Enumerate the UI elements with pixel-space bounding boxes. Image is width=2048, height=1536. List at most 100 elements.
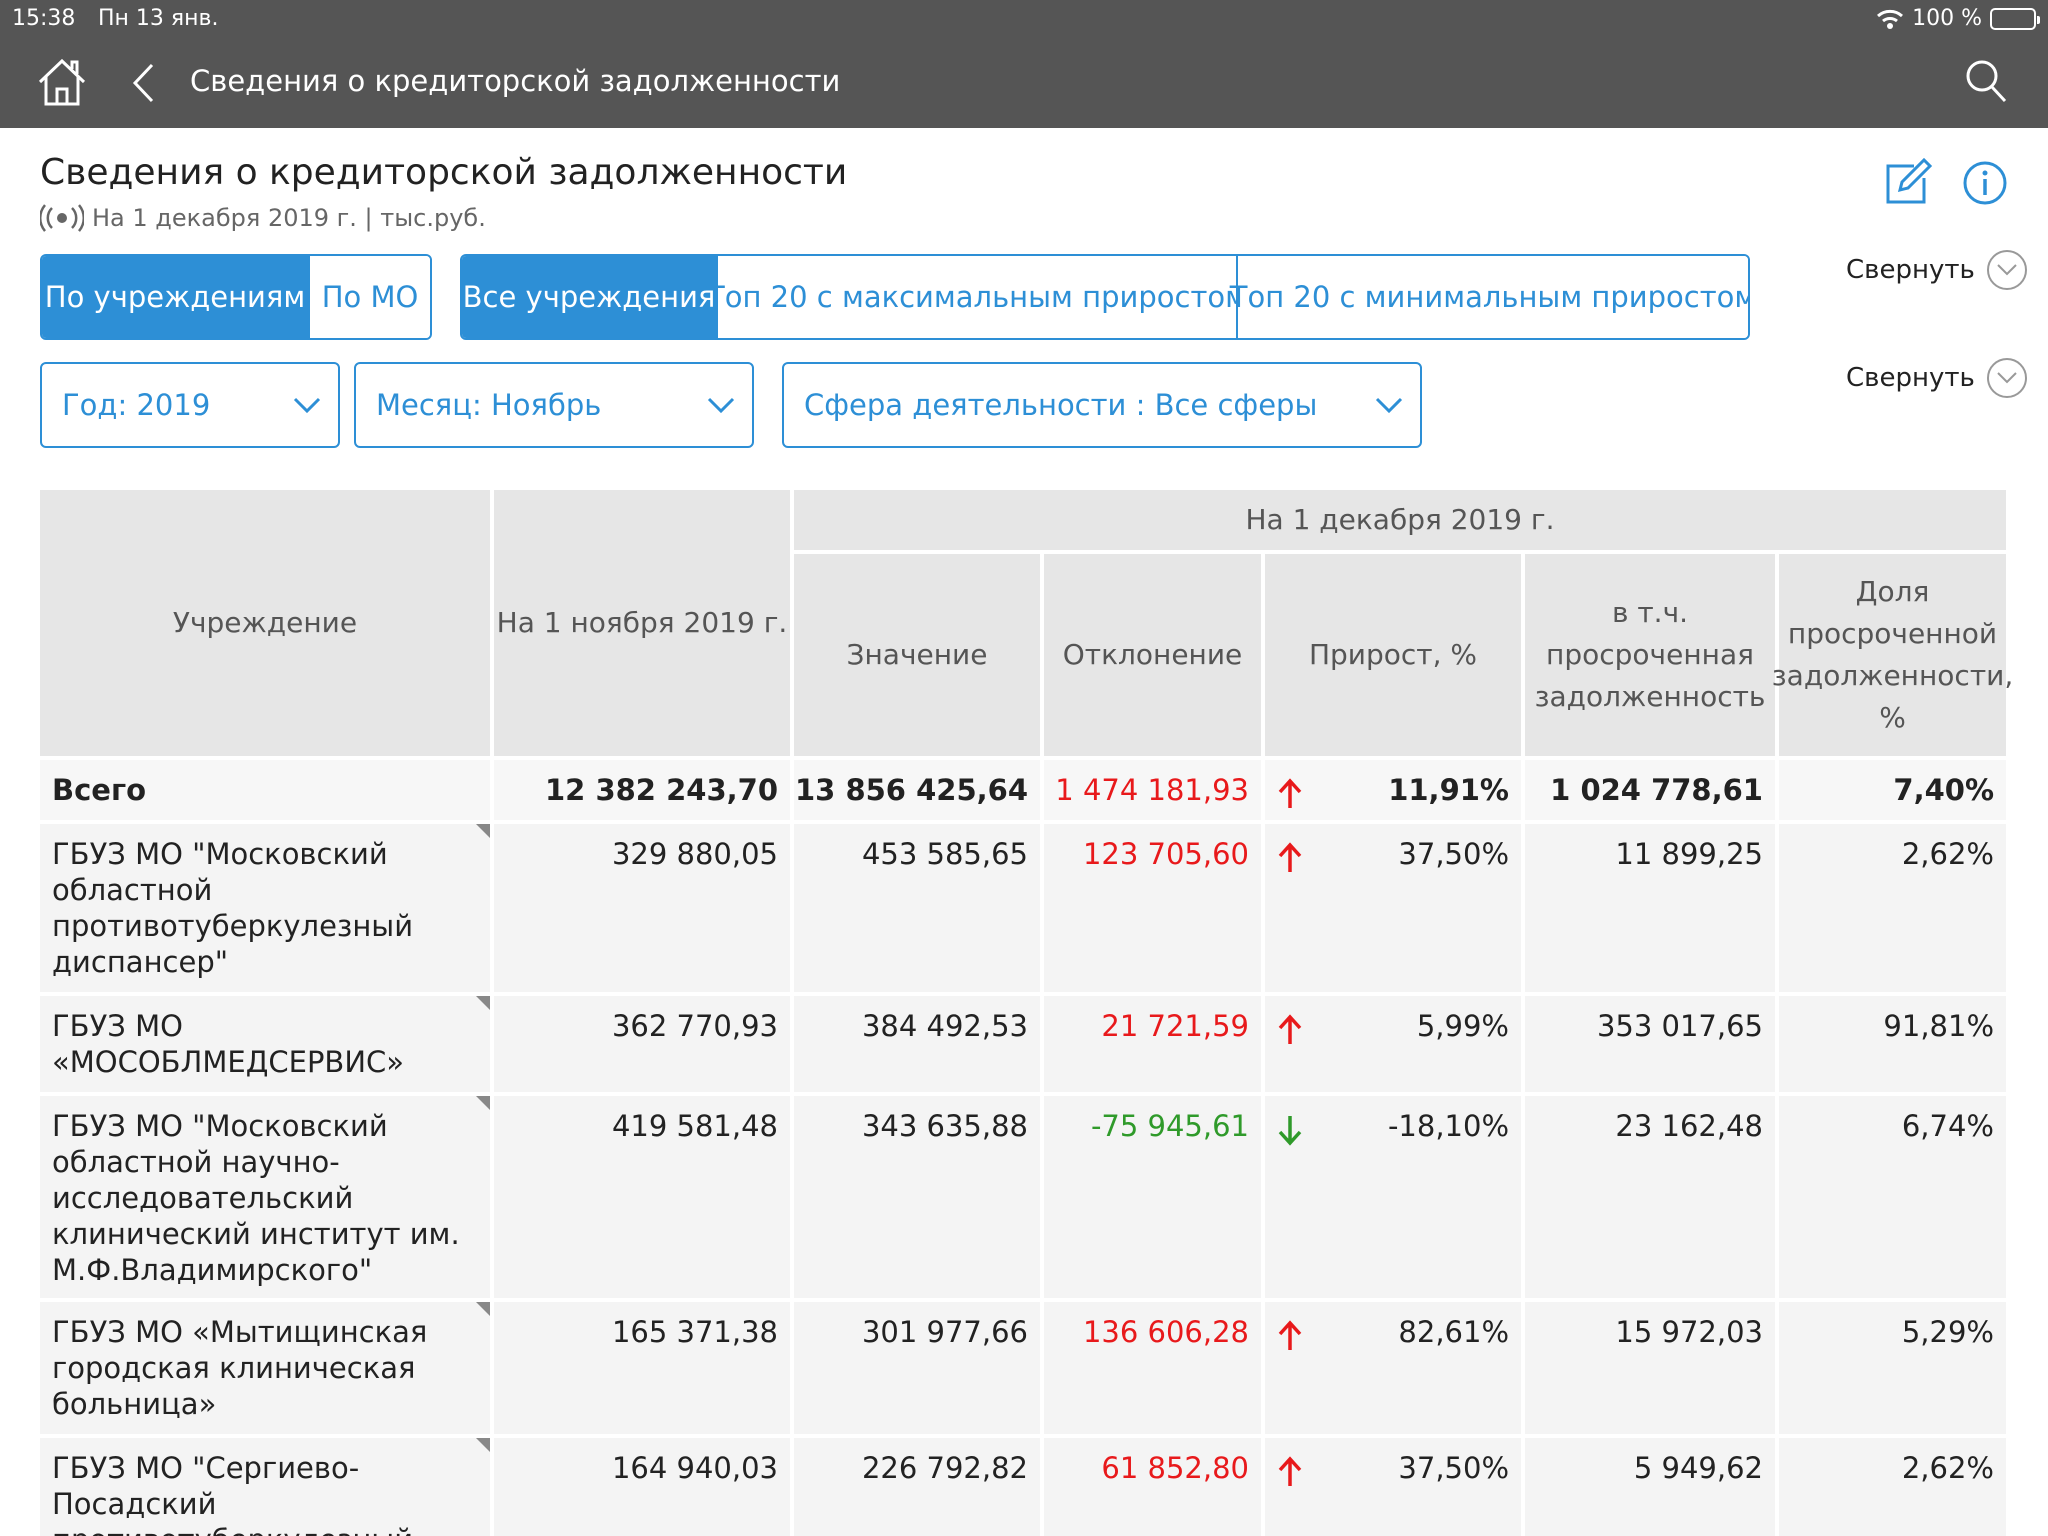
comment-marker-icon — [476, 1096, 490, 1110]
grouping-tabs: По учреждениям По МО — [40, 254, 432, 340]
cell-growth: 5,99% — [1265, 996, 1521, 1092]
navigation-bar: 15:38 Пн 13 янв. 100 % Сведения о кредит… — [0, 0, 2048, 128]
cell-overdue: 5 949,62 — [1525, 1438, 1775, 1536]
table-row[interactable]: ГБУЗ МО "Московский областной противотуб… — [40, 824, 2006, 992]
cell-share: 2,62% — [1779, 824, 2006, 992]
edit-icon[interactable] — [1884, 158, 1932, 206]
sphere-select[interactable]: Сфера деятельности : Все сферы — [782, 362, 1422, 448]
cell-share: 7,40% — [1779, 760, 2006, 820]
month-select-value: Месяц: Ноябрь — [376, 388, 602, 422]
cell-name: ГБУЗ МО "Московский областной научно-исс… — [40, 1096, 490, 1298]
sphere-select-value: Сфера деятельности : Все сферы — [804, 388, 1318, 422]
cell-overdue: 15 972,03 — [1525, 1302, 1775, 1434]
header-institution: Учреждение — [40, 490, 490, 756]
status-time: 15:38 — [12, 6, 76, 31]
comment-marker-icon — [476, 1302, 490, 1316]
header-overdue: в т.ч. просроченная задолженность — [1525, 554, 1775, 756]
cell-share: 5,29% — [1779, 1302, 2006, 1434]
cell-prev: 362 770,93 — [494, 996, 790, 1092]
cell-deviation: 1 474 181,93 — [1044, 760, 1261, 820]
comment-marker-icon — [476, 996, 490, 1010]
comment-marker-icon — [476, 1438, 490, 1452]
cell-prev: 165 371,38 — [494, 1302, 790, 1434]
search-icon[interactable] — [1964, 58, 2008, 104]
header-current-period: На 1 декабря 2019 г. — [794, 490, 2006, 550]
cell-name: ГБУЗ МО «Мытищинская городская клиническ… — [40, 1302, 490, 1434]
chevron-down-icon — [1986, 250, 2027, 290]
cell-name: Всего — [40, 760, 490, 820]
collapse-button[interactable]: Свернуть — [1846, 250, 2027, 290]
chevron-down-icon — [1986, 358, 2027, 398]
cell-deviation: 21 721,59 — [1044, 996, 1261, 1092]
arrow-down-icon — [1278, 1116, 1302, 1146]
chevron-down-icon — [293, 397, 321, 414]
cell-deviation: 123 705,60 — [1044, 824, 1261, 992]
back-icon[interactable] — [130, 62, 156, 104]
cell-deviation: 136 606,28 — [1044, 1302, 1261, 1434]
month-select[interactable]: Месяц: Ноябрь — [354, 362, 754, 448]
arrow-up-icon — [1278, 1014, 1302, 1044]
cell-prev: 12 382 243,70 — [494, 760, 790, 820]
table-row[interactable]: ГБУЗ МО "Сергиево-Посадский противотубер… — [40, 1438, 2006, 1536]
page-subtitle: На 1 декабря 2019 г. | тыс.руб. — [40, 204, 486, 232]
arrow-up-icon — [1278, 1456, 1302, 1486]
broadcast-icon — [40, 204, 84, 232]
tab-by-institution[interactable]: По учреждениям — [42, 256, 310, 338]
arrow-up-icon — [1278, 842, 1302, 872]
comment-marker-icon — [476, 824, 490, 838]
table-row[interactable]: ГБУЗ МО «МОСОБЛМЕДСЕРВИС» 362 770,93 384 4… — [40, 996, 2006, 1092]
header-deviation: Отклонение — [1044, 554, 1261, 756]
cell-prev: 419 581,48 — [494, 1096, 790, 1298]
cell-overdue: 1 024 778,61 — [1525, 760, 1775, 820]
table-total-row[interactable]: Всего 12 382 243,70 13 856 425,64 1 474 181… — [40, 760, 2006, 820]
tab-top20-min-growth[interactable]: Топ 20 с минимальным приростом — [1230, 256, 1748, 338]
cell-growth: 82,61% — [1265, 1302, 1521, 1434]
header-prev-period: На 1 ноября 2019 г. — [494, 490, 790, 756]
cell-name: ГБУЗ МО "Московский областной противотуб… — [40, 824, 490, 992]
cell-growth: 11,91% — [1265, 760, 1521, 820]
tab-by-mo[interactable]: По МО — [310, 256, 430, 338]
info-icon[interactable] — [1962, 160, 2008, 206]
cell-growth: 37,50% — [1265, 824, 1521, 992]
cell-growth: 37,50% — [1265, 1438, 1521, 1536]
status-right: 100 % — [1876, 6, 2040, 31]
cell-value: 343 635,88 — [794, 1096, 1040, 1298]
arrow-up-icon — [1278, 1320, 1302, 1350]
cell-prev: 164 940,03 — [494, 1438, 790, 1536]
header-growth: Прирост, % — [1265, 554, 1521, 756]
status-bar: 15:38 Пн 13 янв. 100 % — [0, 0, 2048, 40]
header-overdue-share: Доля просроченной задолженности, % — [1772, 554, 2013, 756]
cell-prev: 329 880,05 — [494, 824, 790, 992]
chevron-down-icon — [707, 397, 735, 414]
cell-overdue: 353 017,65 — [1525, 996, 1775, 1092]
table-row[interactable]: ГБУЗ МО "Московский областной научно-исс… — [40, 1096, 2006, 1298]
cell-value: 384 492,53 — [794, 996, 1040, 1092]
cell-name: ГБУЗ МО "Сергиево-Посадский противотубер… — [40, 1438, 490, 1536]
year-select-value: Год: 2019 — [62, 388, 211, 422]
wifi-icon — [1877, 9, 1904, 29]
nav-title: Сведения о кредиторской задолженности — [190, 64, 841, 98]
cell-value: 13 856 425,64 — [794, 760, 1040, 820]
chevron-down-icon — [1375, 397, 1403, 414]
table-row[interactable]: ГБУЗ МО «Мытищинская городская клиническ… — [40, 1302, 2006, 1434]
cell-share: 2,62% — [1779, 1438, 2006, 1536]
subtitle-text: На 1 декабря 2019 г. | тыс.руб. — [92, 204, 486, 232]
collapse-label: Свернуть — [1846, 255, 1975, 285]
cell-deviation: 61 852,80 — [1044, 1438, 1261, 1536]
collapse-label: Свернуть — [1846, 363, 1975, 393]
cell-share: 6,74% — [1779, 1096, 2006, 1298]
cell-overdue: 23 162,48 — [1525, 1096, 1775, 1298]
scope-tabs: Все учреждения Топ 20 с максимальным при… — [460, 254, 1750, 340]
tab-all-institutions[interactable]: Все учреждения — [462, 256, 718, 338]
cell-value: 453 585,65 — [794, 824, 1040, 992]
battery-percent: 100 % — [1912, 6, 1982, 31]
status-date: Пн 13 янв. — [98, 6, 219, 31]
header-value: Значение — [794, 554, 1040, 756]
tab-top20-max-growth[interactable]: Топ 20 с максимальным приростом — [707, 256, 1247, 338]
cell-value: 301 977,66 — [794, 1302, 1040, 1434]
cell-share: 91,81% — [1779, 996, 2006, 1092]
battery-icon — [1990, 7, 2040, 30]
collapse-button[interactable]: Свернуть — [1846, 358, 2027, 398]
year-select[interactable]: Год: 2019 — [40, 362, 340, 448]
home-icon[interactable] — [36, 56, 88, 108]
